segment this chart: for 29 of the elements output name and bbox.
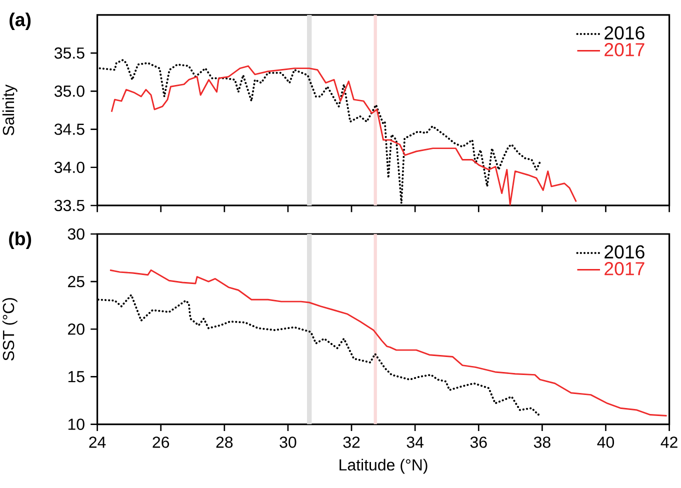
y-axis-title: SST (°C) (2, 298, 18, 360)
x-tick-label: 34 (406, 436, 424, 448)
x-tick-label: 30 (280, 436, 296, 448)
y-tick-label: 33.5 (54, 200, 84, 212)
y-tick-label: 30 (68, 228, 84, 240)
y-tick-label: 35.0 (54, 86, 84, 97)
x-tick-label: 42 (660, 436, 678, 448)
x-tick-label: 24 (89, 436, 106, 448)
x-tick-label: 40 (597, 436, 614, 448)
x-tick-label: 36 (470, 436, 487, 448)
x-tick-label: 28 (216, 436, 233, 448)
y-tick-label: 20 (68, 323, 84, 335)
y-tick-label: 34.5 (54, 124, 84, 135)
y-tick-label: 35.5 (54, 47, 84, 59)
y-axis-title: Salinity (2, 84, 18, 136)
legend-label: 2016 (604, 245, 644, 259)
y-tick-label: 34.0 (54, 162, 84, 174)
chart-title: (a) (10, 12, 31, 30)
y-tick-label: 15 (68, 371, 84, 382)
x-tick-label: 32 (343, 436, 360, 448)
x-tick-label: 26 (152, 436, 170, 448)
y-tick-label: 10 (68, 418, 84, 430)
legend-label: 2016 (604, 26, 644, 40)
y-tick-label: 25 (68, 276, 84, 288)
x-axis-title: Latitude (°N) (340, 458, 428, 474)
legend-label: 2017 (604, 43, 644, 56)
chart-title: (b) (9, 232, 32, 249)
legend-label: 2017 (604, 262, 644, 276)
x-tick-label: 38 (534, 436, 550, 448)
